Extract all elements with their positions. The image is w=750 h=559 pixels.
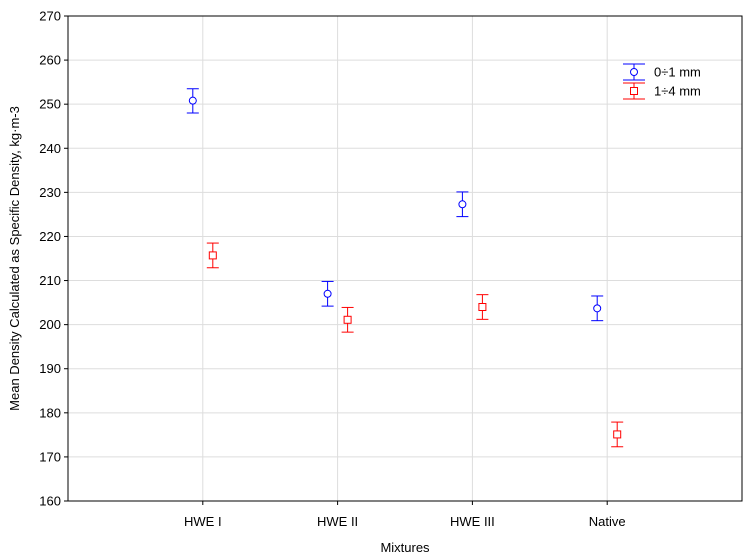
series-1 [186, 88, 604, 322]
grid [68, 16, 742, 501]
legend-label: 1÷4 mm [654, 84, 701, 99]
data-point [323, 289, 332, 298]
y-axis-label: Mean Density Calculated as Specific Dens… [7, 106, 22, 411]
data-point [593, 304, 602, 313]
data-point [208, 251, 217, 260]
series-layer [186, 88, 624, 448]
x-tick-label: Native [589, 514, 626, 529]
y-tick-label: 200 [39, 317, 61, 332]
y-tick-label: 180 [39, 405, 61, 420]
y-tick-label: 160 [39, 494, 61, 509]
x-axis: HWE I HWE II HWE III Native [184, 501, 626, 529]
y-tick-label: 240 [39, 141, 61, 156]
legend-item-2: 1÷4 mm [623, 82, 701, 100]
data-point [343, 315, 352, 324]
y-tick-label: 220 [39, 229, 61, 244]
y-tick-label: 230 [39, 185, 61, 200]
x-axis-label: Mixtures [380, 540, 430, 555]
x-tick-label: HWE II [317, 514, 358, 529]
x-tick-label: HWE III [450, 514, 495, 529]
y-tick-label: 270 [39, 9, 61, 24]
x-tick-label: HWE I [184, 514, 222, 529]
y-axis: 160 170 180 190 200 210 220 230 240 250 260 270 [39, 9, 68, 509]
legend-item-1: 0÷1 mm [623, 63, 701, 81]
data-point [613, 430, 622, 439]
legend-marker [630, 68, 638, 76]
y-tick-label: 250 [39, 97, 61, 112]
plot-frame [67, 15, 743, 502]
data-point [188, 96, 197, 105]
data-point [458, 200, 467, 209]
y-tick-label: 190 [39, 361, 61, 376]
y-tick-label: 170 [39, 449, 61, 464]
legend: 0÷1 mm 1÷4 mm [623, 63, 701, 100]
y-tick-label: 210 [39, 273, 61, 288]
data-point [478, 303, 487, 311]
y-tick-label: 260 [39, 53, 61, 68]
legend-label: 0÷1 mm [654, 65, 701, 80]
legend-marker [630, 87, 638, 95]
series-2 [206, 242, 624, 448]
